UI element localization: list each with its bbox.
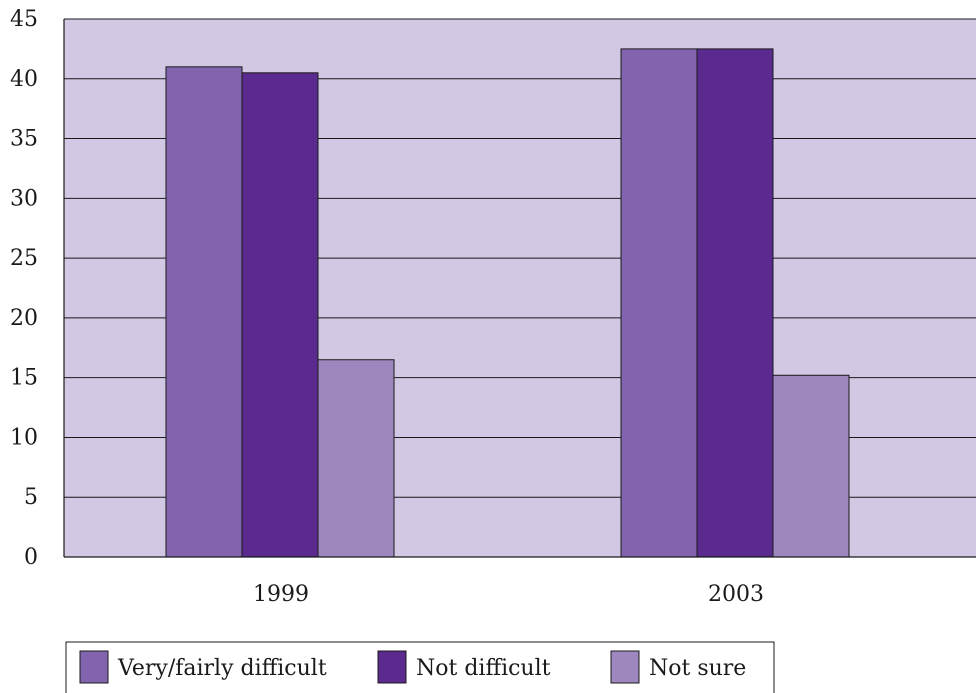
legend-swatch (610, 650, 640, 684)
bar (772, 374, 850, 558)
y-tick-label: 5 (24, 485, 38, 510)
bar (317, 359, 395, 558)
category-label: 1999 (253, 582, 309, 607)
legend-label: Very/fairly difficult (117, 656, 327, 681)
y-tick-label: 20 (10, 306, 38, 331)
y-tick-label: 35 (10, 127, 38, 152)
legend-label: Not difficult (416, 656, 551, 681)
y-tick-label: 15 (10, 366, 38, 391)
y-tick-label: 45 (10, 7, 38, 32)
y-tick-label: 0 (24, 545, 38, 570)
bar (620, 48, 698, 558)
category-label: 2003 (708, 582, 764, 607)
bar (165, 66, 243, 558)
bar (241, 72, 319, 558)
y-axis-ticks: 0 5 10 15 20 25 30 35 40 45 (10, 7, 38, 570)
legend-box (65, 641, 775, 693)
legend-swatch (377, 650, 407, 684)
y-tick-label: 40 (10, 67, 38, 92)
legend-swatch (79, 650, 109, 684)
y-tick-label: 25 (10, 246, 38, 271)
x-axis-categories: 1999 2003 (253, 582, 764, 607)
legend: Very/fairly difficult Not difficult Not … (65, 641, 775, 693)
y-tick-label: 10 (10, 425, 38, 450)
bars (165, 48, 850, 558)
bar (696, 48, 774, 558)
legend-label: Not sure (649, 656, 746, 681)
y-tick-label: 30 (10, 186, 38, 211)
